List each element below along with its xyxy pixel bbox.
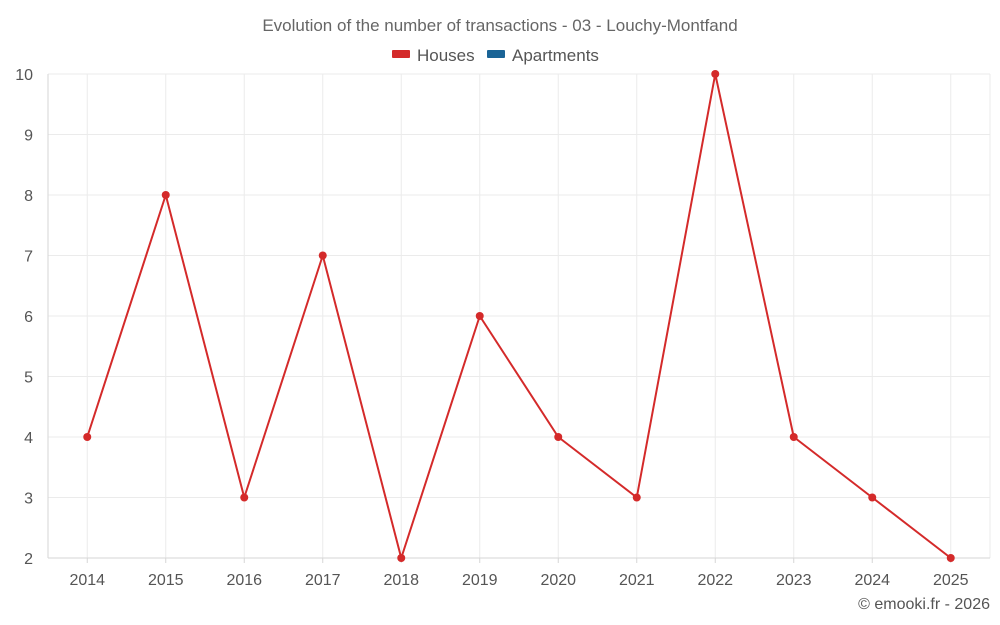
axes: 2 3 4 5 6 7 8 9 10 2014 2015 2016 2017 2018 2019 2020 20… [15, 67, 990, 589]
y-tick-label: 4 [24, 430, 33, 447]
y-tick-label: 7 [24, 249, 33, 266]
legend-swatch-houses [392, 50, 410, 58]
x-tick-label: 2014 [69, 572, 105, 589]
series-houses [83, 70, 955, 562]
y-tick-label: 3 [24, 491, 33, 508]
legend-label-apartments: Apartments [512, 46, 599, 65]
data-point-2015[interactable] [161, 191, 170, 199]
y-tick-label: 5 [24, 370, 33, 387]
legend-item-apartments[interactable]: Apartments [487, 46, 599, 65]
data-point-2024[interactable] [868, 493, 877, 502]
data-point-2018[interactable] [397, 554, 406, 562]
data-point-2019[interactable] [475, 312, 484, 320]
legend-item-houses[interactable]: Houses [392, 46, 475, 65]
x-tick-label: 2022 [697, 572, 733, 589]
data-point-2023[interactable] [789, 433, 798, 441]
legend: Houses Apartments [392, 46, 599, 65]
x-tick-label: 2019 [462, 572, 498, 589]
data-point-2025[interactable] [946, 554, 955, 562]
data-point-2014[interactable] [83, 433, 92, 441]
chart-title: Evolution of the number of transactions … [262, 16, 737, 35]
x-tick-label: 2015 [148, 572, 184, 589]
x-tick-label: 2021 [619, 572, 655, 589]
copyright-footer: © emooki.fr - 2026 [858, 596, 990, 613]
legend-label-houses: Houses [417, 46, 475, 65]
x-tick-label: 2020 [540, 572, 576, 589]
data-point-2022[interactable] [711, 70, 720, 78]
series-line-houses [86, 73, 952, 559]
x-tick-label: 2018 [383, 572, 419, 589]
x-tick-label: 2025 [933, 572, 969, 589]
x-tick-label: 2023 [776, 572, 812, 589]
data-point-2016[interactable] [240, 493, 249, 502]
data-point-2021[interactable] [632, 493, 641, 502]
x-tick-label: 2024 [854, 572, 890, 589]
y-tick-label: 2 [24, 551, 33, 568]
y-tick-label: 9 [24, 128, 33, 145]
legend-swatch-apartments [487, 50, 505, 58]
data-point-2017[interactable] [318, 251, 327, 260]
y-tick-label: 6 [24, 309, 33, 326]
grid [48, 73, 991, 558]
x-tick-label: 2016 [226, 572, 262, 589]
y-tick-label: 10 [15, 67, 33, 84]
x-tick-label: 2017 [305, 572, 341, 589]
data-point-2020[interactable] [554, 433, 563, 441]
y-tick-label: 8 [24, 188, 33, 205]
